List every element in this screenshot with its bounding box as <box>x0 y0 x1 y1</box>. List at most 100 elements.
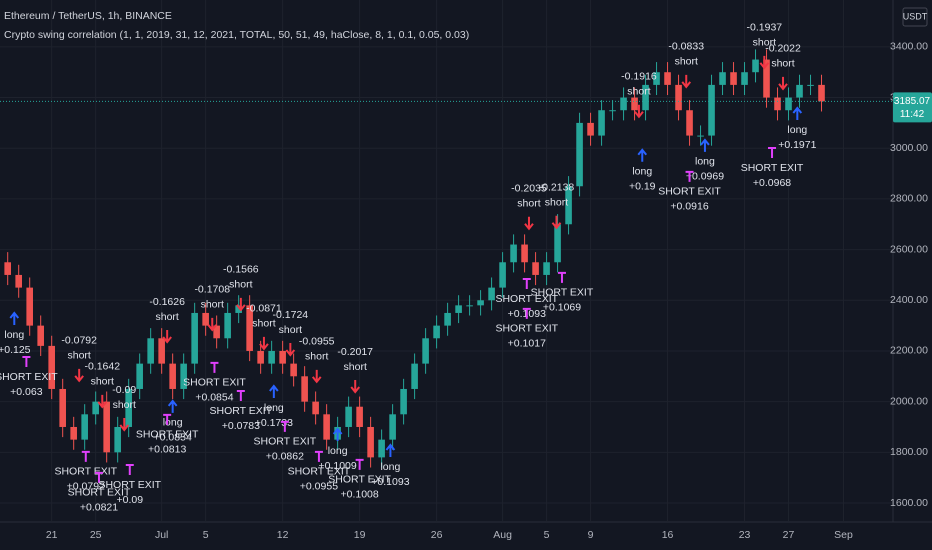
candle-body <box>807 84 814 86</box>
y-tick-label: 2000.00 <box>890 395 928 407</box>
candle-body <box>455 305 462 313</box>
candle-body <box>169 363 176 389</box>
candle-body <box>202 312 209 326</box>
x-tick-label: Aug <box>493 529 512 541</box>
signal-label: +0.125 <box>0 344 31 356</box>
candle-body <box>532 262 539 275</box>
short-arrow <box>524 216 534 231</box>
exit-marker <box>768 147 777 159</box>
short-arrow <box>207 317 218 332</box>
signal-label: -0.0955 <box>299 336 335 348</box>
signal-label: long <box>695 156 715 168</box>
signal-label: SHORT EXIT <box>136 429 199 441</box>
candle-body <box>400 388 407 415</box>
exit-marker <box>355 458 364 470</box>
exit-marker <box>236 390 245 402</box>
annotations: -0.0792short-0.1642short-0.09short-0.162… <box>0 22 817 514</box>
x-tick-label: Jul <box>155 529 168 541</box>
signal-label: SHORT EXIT <box>658 186 721 198</box>
candle-body <box>92 401 99 415</box>
candle-body <box>543 262 550 275</box>
candle-body <box>675 84 682 111</box>
symbol-title: Ethereum / TetherUS, 1h, BINANCE <box>4 10 172 22</box>
x-tick-label: 27 <box>783 529 795 541</box>
exit-marker <box>314 450 323 462</box>
signal-label: -0.2017 <box>337 346 373 358</box>
signal-label: short <box>68 350 91 362</box>
exit-marker <box>522 278 531 290</box>
candle-body <box>499 262 506 288</box>
candle-body <box>763 59 770 98</box>
long-arrow <box>167 399 178 413</box>
candle-body <box>719 72 726 85</box>
candle-body <box>510 244 517 263</box>
candle-body <box>279 350 286 364</box>
exit-marker <box>557 271 566 283</box>
signal-label: -0.0792 <box>61 335 97 347</box>
countdown-label: 11:42 <box>900 109 925 120</box>
y-tick-label: 2400.00 <box>890 294 928 306</box>
candle-body <box>4 262 11 275</box>
candle-body <box>213 325 220 339</box>
signal-label: -0.1566 <box>223 264 259 276</box>
candle-body <box>345 406 352 427</box>
signal-label: long <box>328 445 348 457</box>
signal-label: SHORT EXIT <box>288 466 351 478</box>
candle-body <box>48 345 55 389</box>
signal-label: +0.1009 <box>318 460 356 472</box>
candle-body <box>301 376 308 402</box>
candle-body <box>686 110 693 136</box>
x-tick-label: 21 <box>46 529 58 541</box>
signal-label: -0.1937 <box>747 22 783 34</box>
y-tick-label: 1800.00 <box>890 446 928 458</box>
x-tick-label: 12 <box>277 529 289 541</box>
signal-label: -0.1626 <box>149 296 185 308</box>
signal-label: +0.0916 <box>670 201 708 213</box>
signal-label: -0.2138 <box>539 182 575 194</box>
x-tick-label: Sep <box>834 529 853 541</box>
currency-label[interactable]: USDT <box>903 11 928 21</box>
signal-label: long <box>4 329 24 341</box>
signal-label: +0.1069 <box>543 302 581 314</box>
long-arrow <box>269 384 279 398</box>
signal-label: +0.0821 <box>80 502 118 514</box>
short-arrow <box>97 394 108 409</box>
candle-body <box>818 84 825 102</box>
signal-label: SHORT EXIT <box>495 323 558 335</box>
candle-body <box>378 439 385 458</box>
long-arrow <box>700 138 710 152</box>
x-tick-label: 19 <box>354 529 366 541</box>
y-tick-label: 2200.00 <box>890 345 928 357</box>
short-arrow <box>162 330 172 344</box>
signal-label: -0.1916 <box>621 71 657 83</box>
last-price-badge <box>893 92 932 123</box>
candle-body <box>312 401 319 415</box>
currency-button[interactable] <box>902 7 928 27</box>
signal-label: +0.1733 <box>255 417 293 429</box>
signal-label: long <box>787 124 807 136</box>
signal-label: +0.0862 <box>266 451 304 463</box>
signal-label: short <box>113 399 136 411</box>
y-tick-label: 2800.00 <box>890 193 928 205</box>
candle-body <box>246 305 253 351</box>
candle-body <box>158 338 165 364</box>
candle-body <box>653 72 660 85</box>
candle-body <box>125 388 132 427</box>
candle-body <box>15 274 22 288</box>
signal-label: +0.19 <box>629 181 656 193</box>
signal-label: SHORT EXIT <box>741 162 804 174</box>
indicator-title: Crypto swing correlation (1, 1, 2019, 31… <box>4 29 469 41</box>
signal-label: +0.0813 <box>148 444 186 456</box>
signal-label: short <box>305 351 328 363</box>
candle-body <box>521 244 528 263</box>
signal-label: +0.0854 <box>195 392 233 404</box>
candle-body <box>81 414 88 440</box>
signal-label: SHORT EXIT <box>54 466 117 478</box>
candle-body <box>257 350 264 364</box>
candle-body <box>235 305 242 313</box>
candle-body <box>103 401 110 453</box>
candle-body <box>180 363 187 389</box>
signal-label: short <box>344 361 367 373</box>
